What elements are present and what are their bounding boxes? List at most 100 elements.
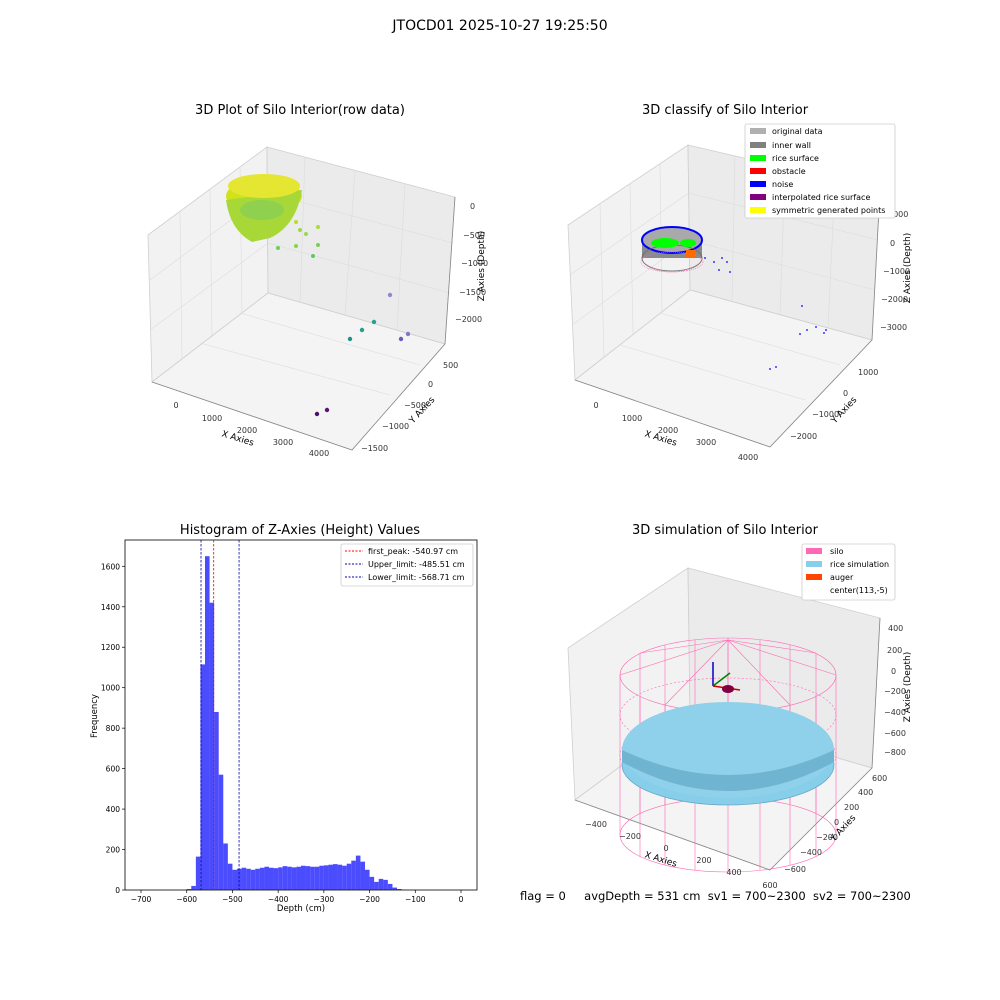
plot2-ytick: −1000 bbox=[812, 410, 839, 419]
hist-bar bbox=[314, 866, 320, 890]
hist-xtick-label: −200 bbox=[359, 895, 380, 904]
plot2-xtick: 4000 bbox=[738, 453, 758, 462]
hist-ytick-label: 1600 bbox=[101, 562, 120, 571]
plot1-tick-labels: 0 1000 2000 3000 4000 500 0 −500 −1000 −… bbox=[173, 202, 488, 458]
hist-xlabel: Depth (cm) bbox=[277, 904, 325, 914]
plot4-ytick: 600 bbox=[872, 774, 887, 783]
plot1-ztick: −1000 bbox=[461, 259, 488, 268]
legend-inner-wall: inner wall bbox=[772, 141, 811, 150]
hist-ytick-label: 1200 bbox=[101, 643, 120, 652]
plot2-xtick: 3000 bbox=[696, 438, 716, 447]
plot4-ytick: −400 bbox=[800, 848, 822, 857]
plot2-noise-points bbox=[704, 257, 827, 370]
hist-bar bbox=[319, 865, 324, 890]
hist-bar bbox=[237, 868, 242, 890]
hist-bar bbox=[333, 864, 338, 890]
plot2-ztick: −1000 bbox=[883, 267, 910, 276]
plot1-ytick: 500 bbox=[443, 361, 458, 370]
hist-bar bbox=[387, 883, 393, 890]
plot1-ylabel: Y Axies bbox=[407, 395, 437, 427]
hist-bar bbox=[378, 878, 384, 890]
plot2-xtick: 0 bbox=[593, 401, 598, 410]
plot1-ytick: 0 bbox=[428, 380, 433, 389]
hist-bar bbox=[227, 863, 233, 890]
hist-bar bbox=[310, 866, 315, 890]
hist-bar bbox=[223, 843, 228, 890]
plot4-xlabel: X Axies bbox=[643, 850, 678, 869]
plot4-auger-axes bbox=[712, 662, 741, 693]
hist-ylabel: Frequency bbox=[90, 694, 100, 738]
histogram-chart: −700 −600 −500 −400 −300 −200 −100 0 0 200 400 600… bbox=[90, 539, 478, 914]
hist-bar bbox=[355, 855, 361, 890]
plot2-xtick: 1000 bbox=[622, 414, 642, 423]
hist-bar bbox=[374, 881, 379, 890]
avg-depth-text: avgDepth = 531 cm bbox=[584, 889, 701, 903]
hist-bar bbox=[287, 866, 292, 890]
hist-xtick-label: −100 bbox=[405, 895, 426, 904]
plot4-ytick: 200 bbox=[844, 803, 859, 812]
plot4-tick-labels: −400 −200 0 200 400 600 600 400 200 0 −2… bbox=[585, 624, 906, 890]
hist-bar bbox=[264, 866, 269, 890]
plot1-xtick: 0 bbox=[173, 401, 178, 410]
plot2-ztick: 1000 bbox=[888, 210, 908, 219]
plot4-rice-surface bbox=[621, 702, 835, 806]
legend-swatch-original bbox=[750, 128, 766, 134]
plot4-ztick: −600 bbox=[884, 729, 906, 738]
hist-xtick-label: −500 bbox=[222, 895, 243, 904]
hist-plot-area bbox=[124, 539, 478, 891]
legend-swatch-interpolated bbox=[750, 194, 766, 200]
plot4-ztick: 200 bbox=[887, 646, 902, 655]
plot2-ztick: −3000 bbox=[880, 323, 907, 332]
plot2-ytick: −2000 bbox=[790, 432, 817, 441]
hist-bar bbox=[392, 887, 397, 890]
hist-xtick-label: 0 bbox=[459, 895, 464, 904]
hist-bar bbox=[383, 879, 388, 890]
legend-swatch-silo bbox=[806, 548, 822, 554]
plot2-ztick: 0 bbox=[890, 239, 895, 248]
hist-bar bbox=[291, 867, 297, 890]
legend-original-data: original data bbox=[772, 127, 823, 136]
hist-bar bbox=[246, 868, 251, 890]
plot2-title: 3D classify of Silo Interior bbox=[641, 103, 809, 118]
hist-ytick-label: 1000 bbox=[101, 684, 120, 693]
hist-bar bbox=[328, 864, 333, 890]
plot4-ytick: 400 bbox=[858, 788, 873, 797]
plot2-ytick: 1000 bbox=[858, 368, 878, 377]
plot4-ylabel: Y Axies bbox=[828, 813, 858, 845]
plot1-ytick: −1500 bbox=[361, 444, 388, 453]
hist-bar bbox=[346, 863, 352, 890]
legend-swatch-rice-sim bbox=[806, 561, 822, 567]
plot4-xtick: 400 bbox=[726, 868, 741, 877]
hist-bar bbox=[232, 869, 237, 890]
status-footer: flag = 0 avgDepth = 531 cm sv1 = 700~230… bbox=[520, 889, 911, 903]
hist-ytick-label: 600 bbox=[106, 765, 121, 774]
plot4-xtick: 600 bbox=[762, 881, 777, 890]
legend-auger: auger bbox=[830, 573, 854, 582]
hist-xtick-label: −700 bbox=[131, 895, 152, 904]
plot1-zlabel: Z Axies (Depth) bbox=[477, 231, 487, 302]
plot1-xtick: 4000 bbox=[309, 449, 329, 458]
plot4-xtick: 200 bbox=[696, 856, 711, 865]
hist-bar bbox=[323, 865, 329, 890]
plot2-tick-labels: 0 1000 2000 3000 4000 1000 0 −1000 −2000… bbox=[593, 210, 910, 462]
hist-bar bbox=[205, 556, 210, 890]
legend-symmetric: symmetric generated points bbox=[772, 206, 885, 215]
plot1-xtick: 2000 bbox=[237, 426, 257, 435]
plot4-ytick: −600 bbox=[784, 865, 806, 874]
hist-bar bbox=[191, 885, 196, 890]
legend-rice-simulation: rice simulation bbox=[830, 560, 889, 569]
plot1-ytick: −500 bbox=[404, 401, 426, 410]
plot4-xtick: −200 bbox=[619, 832, 641, 841]
hist-ytick-label: 800 bbox=[106, 724, 121, 733]
legend-swatch-symmetric bbox=[750, 207, 766, 213]
hist-xtick-label: −600 bbox=[176, 895, 197, 904]
hist-bar bbox=[214, 711, 219, 890]
legend-center: center(113,-5) bbox=[830, 586, 888, 595]
hist-legend-first-peak: first_peak: -540.97 cm bbox=[368, 547, 458, 556]
plot4-ytick: −200 bbox=[816, 833, 838, 842]
hist-bar bbox=[337, 864, 343, 890]
hist-bar bbox=[218, 774, 224, 890]
sv2-text: sv2 = 700~2300 bbox=[812, 889, 911, 903]
plot1-scatter-points bbox=[276, 220, 411, 417]
legend-swatch-obstacle bbox=[750, 168, 766, 174]
